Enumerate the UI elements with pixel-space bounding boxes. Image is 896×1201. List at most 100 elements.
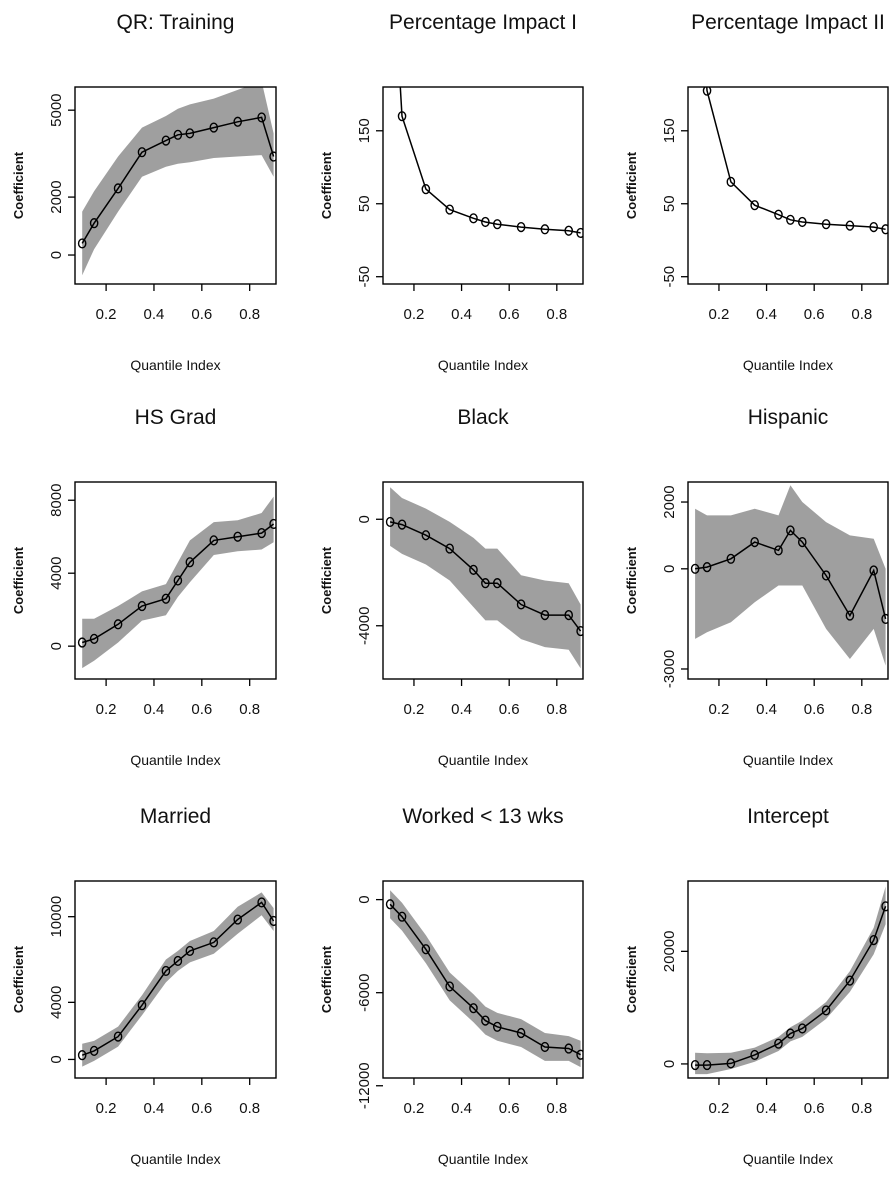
y-tick-label: 50 xyxy=(661,195,678,212)
plot-frame xyxy=(382,86,584,285)
x-tick-label: 0.8 xyxy=(239,701,260,718)
data-point xyxy=(233,531,243,542)
y-axis-label: Coefficient xyxy=(319,945,334,1013)
plot-area xyxy=(690,886,888,1075)
y-axis-label: Coefficient xyxy=(11,151,26,219)
data-point xyxy=(881,901,888,912)
plot-frame xyxy=(687,880,889,1079)
panel-2: Percentage Impact I 0.2 0.4 0.6 0.8 -50 50 150 Q… xyxy=(319,11,584,373)
estimate-line xyxy=(81,901,275,1056)
y-tick-label: 150 xyxy=(356,118,373,143)
data-point xyxy=(469,1003,478,1014)
estimate-line xyxy=(81,523,275,644)
x-tick-label: 0.8 xyxy=(239,1100,260,1117)
data-point xyxy=(233,914,243,925)
y-tick-label: 0 xyxy=(661,1060,678,1068)
data-point xyxy=(564,225,574,236)
data-point xyxy=(845,975,855,986)
estimate-line xyxy=(389,521,582,632)
y-tick-label: 2000 xyxy=(48,180,65,213)
x-tick-label: 0.8 xyxy=(851,1100,872,1117)
y-tick-label: 0 xyxy=(356,895,373,903)
panel-3: Percentage Impact II 0.2 0.4 0.6 0.8 -50 50 150… xyxy=(624,11,889,373)
plot-area xyxy=(77,892,276,1067)
x-tick-label: 0.4 xyxy=(451,306,472,323)
confidence-band xyxy=(390,487,581,669)
confidence-band xyxy=(82,892,274,1067)
x-axis-label: Quantile Index xyxy=(438,1151,528,1167)
y-axis-label: Coefficient xyxy=(11,945,26,1013)
y-tick-label: -4000 xyxy=(356,607,373,645)
data-point xyxy=(445,204,454,215)
data-point xyxy=(540,610,550,621)
x-axis-label: Quantile Index xyxy=(130,752,220,768)
data-point xyxy=(540,224,550,235)
panel-title: HS Grad xyxy=(135,406,217,429)
data-point xyxy=(173,129,183,140)
data-point xyxy=(576,625,583,637)
x-tick-label: 0.2 xyxy=(404,306,425,323)
x-tick-label: 0.6 xyxy=(499,1100,520,1117)
data-point xyxy=(481,1015,490,1026)
data-point xyxy=(89,1045,99,1056)
data-point xyxy=(821,219,831,230)
data-point xyxy=(726,553,736,564)
data-point xyxy=(469,213,478,224)
plot-area xyxy=(385,890,583,1068)
data-point xyxy=(774,545,783,556)
data-point xyxy=(113,183,123,194)
data-point xyxy=(209,535,219,546)
data-point xyxy=(385,516,395,528)
estimate-line xyxy=(81,116,275,244)
data-point xyxy=(137,1000,147,1011)
plot-area xyxy=(77,496,276,669)
estimate-line xyxy=(706,87,886,231)
data-point xyxy=(869,221,879,233)
x-axis-label: Quantile Index xyxy=(743,752,833,768)
data-point xyxy=(173,575,183,586)
data-point xyxy=(786,1028,795,1039)
panel-7: Married 0.2 0.4 0.6 0.8 0 4000 10000 Quantile In… xyxy=(11,805,277,1167)
data-point xyxy=(113,1031,123,1042)
plot-area xyxy=(77,87,276,276)
x-tick-label: 0.6 xyxy=(499,701,520,718)
data-point xyxy=(516,221,526,233)
panel-title: Worked < 13 wks xyxy=(402,805,563,828)
y-tick-label: 10000 xyxy=(48,896,65,938)
x-axis-label: Quantile Index xyxy=(130,357,220,373)
data-point xyxy=(269,151,276,162)
y-tick-label: 0 xyxy=(661,565,678,573)
data-point xyxy=(77,637,87,648)
data-point xyxy=(492,1021,502,1032)
data-point xyxy=(257,112,266,123)
x-tick-label: 0.4 xyxy=(756,306,777,323)
y-tick-label: 4000 xyxy=(48,557,65,590)
data-point xyxy=(77,1050,87,1061)
data-point xyxy=(421,530,431,541)
data-point xyxy=(481,216,490,228)
data-point xyxy=(774,1038,783,1049)
y-tick-label: 2000 xyxy=(661,485,678,518)
data-point xyxy=(113,619,123,630)
y-tick-label: 150 xyxy=(661,118,678,143)
data-point xyxy=(257,897,266,908)
data-point xyxy=(576,1049,583,1060)
x-tick-label: 0.4 xyxy=(144,701,165,718)
panel-1: QR: Training 0.2 0.4 0.6 0.8 0 2000 5000 Quantil… xyxy=(11,11,277,373)
data-point xyxy=(492,219,502,230)
data-point xyxy=(821,570,831,581)
y-tick-label: -12000 xyxy=(356,1062,373,1109)
plot-frame xyxy=(687,481,889,680)
data-point xyxy=(397,111,407,122)
data-point xyxy=(750,200,759,211)
data-point xyxy=(797,1023,807,1034)
y-tick-label: 50 xyxy=(356,195,373,212)
panel-title: Percentage Impact I xyxy=(389,11,577,34)
data-point xyxy=(137,147,147,158)
x-tick-label: 0.6 xyxy=(499,306,520,323)
y-tick-label: -3000 xyxy=(661,650,678,688)
data-point xyxy=(481,578,490,589)
x-tick-label: 0.6 xyxy=(191,701,212,718)
y-axis-label: Coefficient xyxy=(624,151,639,219)
data-point xyxy=(185,557,195,568)
